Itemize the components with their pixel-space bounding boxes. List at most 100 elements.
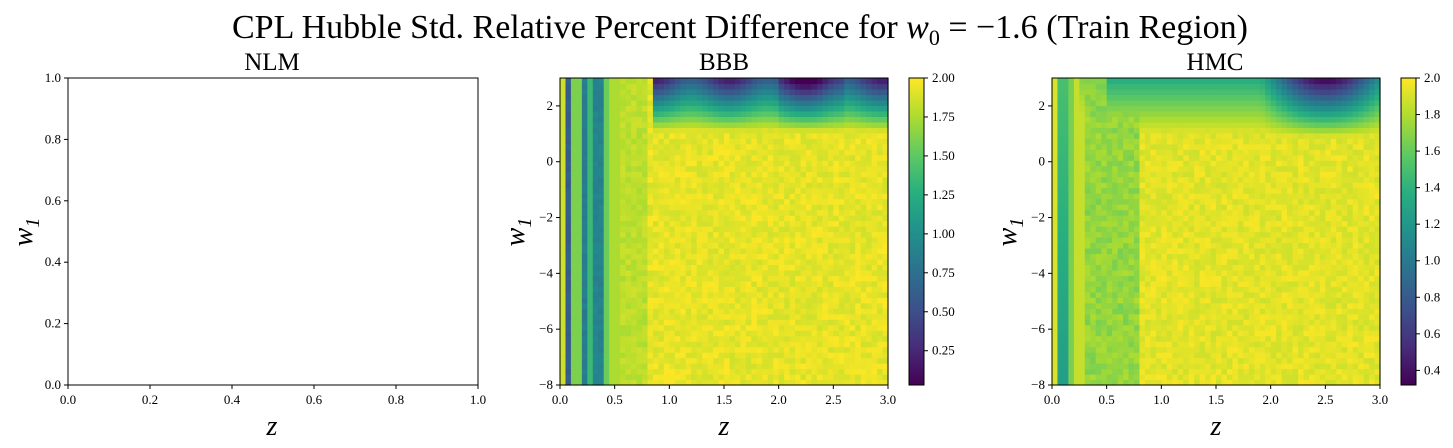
heatmap-cell	[860, 176, 867, 183]
heatmap-cell	[849, 291, 856, 298]
heatmap-cell	[806, 88, 813, 96]
heatmap-cell	[1117, 357, 1124, 364]
heatmap-cell	[718, 198, 725, 205]
heatmap-cell	[1347, 275, 1354, 282]
heatmap-cell	[1216, 379, 1223, 386]
heatmap-cell	[1161, 264, 1168, 271]
heatmap-cell	[762, 127, 769, 134]
heatmap-cell	[1101, 253, 1108, 260]
heatmap-cell	[784, 83, 791, 90]
heatmap-cell	[795, 291, 802, 298]
heatmap-cell	[620, 220, 627, 227]
heatmap-cell	[822, 269, 829, 276]
heatmap-cell	[636, 275, 643, 282]
heatmap-cell	[1161, 368, 1168, 375]
heatmap-cell	[745, 368, 752, 375]
heatmap-cell	[1281, 258, 1288, 265]
heatmap-cell	[849, 149, 856, 156]
heatmap-cell	[1276, 275, 1283, 282]
heatmap-cell	[795, 83, 802, 90]
heatmap-cell	[565, 352, 572, 359]
heatmap-cell	[827, 275, 834, 282]
heatmap-cell	[827, 269, 834, 276]
heatmap-cell	[702, 132, 709, 139]
heatmap-cell	[592, 110, 599, 117]
heatmap-cell	[1259, 379, 1266, 386]
heatmap-cell	[598, 110, 605, 117]
heatmap-cell	[587, 357, 594, 364]
heatmap-cell	[587, 160, 594, 167]
heatmap-cell	[1194, 302, 1201, 309]
heatmap-cell	[718, 171, 725, 178]
heatmap-cell	[866, 160, 873, 167]
ticks-bbb: 0.0 0.5 1.0 1.5 2.0 2.5 3.0−8−6−4−202	[539, 98, 896, 407]
heatmap-cell	[592, 297, 599, 304]
heatmap-cell	[647, 220, 654, 227]
heatmap-cell	[724, 83, 731, 90]
heatmap-cell	[707, 220, 714, 227]
heatmap-cell	[587, 231, 594, 238]
heatmap-cell	[1188, 275, 1195, 282]
heatmap-cell	[1226, 346, 1233, 353]
heatmap-cell	[1363, 308, 1370, 315]
heatmap-cell	[1112, 253, 1119, 260]
heatmap-cell	[1177, 330, 1184, 337]
heatmap-cell	[1292, 335, 1299, 342]
heatmap-cell	[1101, 335, 1108, 342]
heatmap-cell	[740, 193, 747, 200]
heatmap-cell	[762, 341, 769, 348]
heatmap-cell	[871, 138, 878, 145]
heatmap-cell	[609, 231, 616, 238]
heatmap-cell	[1237, 297, 1244, 304]
heatmap-cell	[658, 116, 665, 123]
heatmap-cell	[1292, 302, 1299, 309]
heatmap-cell	[882, 264, 889, 271]
heatmap-cell	[658, 324, 665, 331]
heatmap-cell	[609, 313, 616, 320]
heatmap-cell	[811, 286, 818, 293]
heatmap-cell	[1303, 247, 1310, 255]
heatmap-cell	[860, 313, 867, 320]
heatmap-cell	[1177, 352, 1184, 359]
heatmap-cell	[587, 176, 594, 183]
heatmap-cell	[713, 242, 720, 249]
heatmap-cell	[570, 324, 577, 331]
heatmap-cell	[855, 231, 862, 238]
heatmap-cell	[838, 160, 845, 167]
heatmap-cell	[570, 308, 577, 315]
heatmap-cell	[718, 204, 725, 211]
heatmap-cell	[663, 275, 670, 282]
heatmap-cell	[866, 138, 873, 145]
heatmap-cell	[724, 132, 731, 139]
heatmap-cell	[1270, 379, 1277, 386]
heatmap-cell	[729, 324, 736, 331]
heatmap-cell	[614, 258, 621, 265]
heatmap-cell	[860, 121, 867, 128]
heatmap-cell	[806, 324, 813, 331]
heatmap-cell	[811, 242, 818, 249]
heatmap-cell	[1210, 379, 1217, 386]
heatmap-cell	[1358, 269, 1365, 276]
heatmap-cell	[789, 319, 796, 326]
heatmap-cell	[1095, 330, 1102, 337]
heatmap-cell	[620, 258, 627, 265]
heatmap-cell	[855, 242, 862, 249]
heatmap-cell	[734, 209, 741, 216]
heatmap-cell	[581, 247, 588, 255]
heatmap-cell	[1128, 374, 1135, 381]
heatmap-cell	[1352, 363, 1359, 370]
heatmap-cell	[674, 330, 681, 337]
heatmap-cell	[1314, 363, 1321, 370]
heatmap-cell	[598, 346, 605, 353]
heatmap-cell	[587, 78, 594, 85]
heatmap-cell	[816, 346, 823, 353]
heatmap-cell	[1374, 297, 1381, 304]
heatmap-cell	[609, 99, 616, 107]
heatmap-cell	[1237, 379, 1244, 386]
heatmap-cell	[570, 209, 577, 216]
heatmap-cell	[773, 286, 780, 293]
heatmap-cell	[751, 209, 758, 216]
heatmap-cell	[756, 379, 763, 386]
heatmap-cell	[827, 280, 834, 287]
heatmap-cell	[609, 341, 616, 348]
